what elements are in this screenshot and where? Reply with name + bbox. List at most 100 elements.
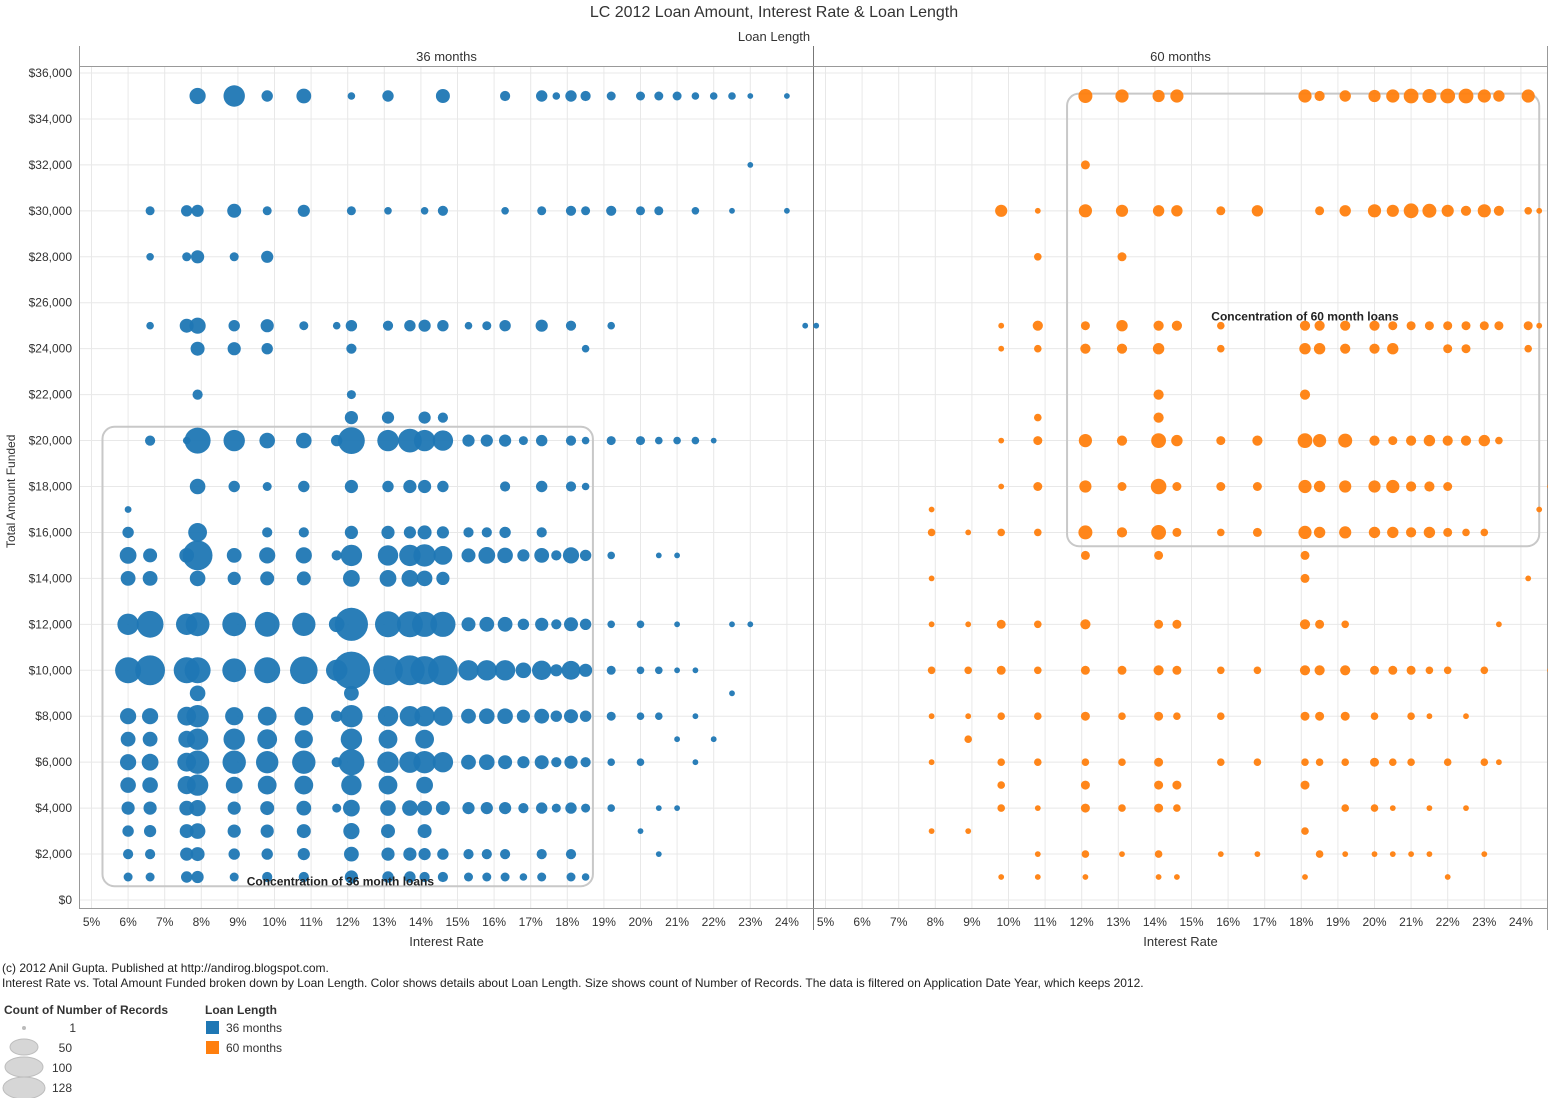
data-point-36 <box>480 434 493 447</box>
data-point-36 <box>500 872 510 882</box>
data-point-36 <box>536 434 548 447</box>
data-point-60 <box>1341 620 1349 629</box>
data-point-36 <box>229 252 239 262</box>
data-point-36 <box>261 343 273 355</box>
data-point-60 <box>1253 758 1262 766</box>
data-point-36 <box>435 89 450 103</box>
data-point-60 <box>1172 527 1182 537</box>
data-point-36 <box>143 801 157 815</box>
data-point-60 <box>997 804 1005 812</box>
data-point-36 <box>499 434 512 447</box>
data-point-60 <box>1300 550 1310 560</box>
data-point-36 <box>498 755 513 770</box>
data-point-60 <box>1442 435 1453 446</box>
data-point-36 <box>188 523 208 542</box>
data-point-60 <box>1315 619 1325 629</box>
data-point-36 <box>581 206 591 216</box>
data-point-60 <box>996 619 1006 629</box>
data-point-36 <box>691 436 700 445</box>
data-point-36 <box>437 205 448 216</box>
data-point-60 <box>1314 90 1325 102</box>
x-tick-label: 21% <box>1399 915 1423 929</box>
data-point-36 <box>141 753 159 771</box>
data-point-36 <box>479 616 495 632</box>
x-tick-label: 20% <box>628 915 652 929</box>
data-point-60 <box>1116 343 1128 354</box>
data-point-36 <box>257 706 277 726</box>
size-legend-label-1: 1 <box>69 1021 76 1035</box>
size-legend-title: Count of Number of Records <box>4 1003 168 1017</box>
size-legend-label-128: 128 <box>52 1081 73 1095</box>
data-point-36 <box>464 872 473 882</box>
data-point-36 <box>461 617 476 632</box>
data-point-60 <box>1440 88 1456 104</box>
data-point-36 <box>813 322 820 329</box>
data-point-60 <box>1493 205 1504 216</box>
data-point-36 <box>674 805 680 811</box>
data-point-36 <box>636 666 645 675</box>
annotation-box-36 <box>101 425 594 888</box>
data-point-36 <box>262 206 272 216</box>
data-point-60 <box>1034 252 1042 261</box>
data-point-36 <box>501 207 509 215</box>
data-point-60 <box>1117 252 1127 262</box>
data-point-36 <box>655 851 662 857</box>
y-tick-label: $30,000 <box>29 204 73 218</box>
data-point-36 <box>142 731 158 747</box>
data-point-36 <box>581 482 590 491</box>
data-point-36 <box>402 800 418 816</box>
data-point-60 <box>1080 780 1090 790</box>
data-point-60 <box>1153 320 1164 331</box>
data-point-36 <box>536 802 548 814</box>
data-point-60 <box>1155 874 1162 880</box>
annotation-text-36: Concentration of 36 month loans <box>247 875 435 889</box>
data-point-36 <box>691 92 700 100</box>
data-point-36 <box>378 775 398 795</box>
data-point-36 <box>122 825 134 837</box>
data-point-60 <box>1154 619 1164 629</box>
data-point-60 <box>1339 90 1351 102</box>
data-point-60 <box>998 874 1005 880</box>
data-point-36 <box>190 847 205 862</box>
data-point-36 <box>551 550 562 561</box>
x-tick-label: 12% <box>336 915 360 929</box>
data-point-60 <box>1339 205 1351 217</box>
data-point-36 <box>332 321 341 330</box>
data-point-36 <box>260 801 275 816</box>
data-point-60 <box>1313 526 1326 539</box>
x-tick-label: 13% <box>372 915 396 929</box>
data-point-36 <box>122 526 134 539</box>
data-point-36 <box>189 570 206 587</box>
data-point-60 <box>1313 343 1326 355</box>
data-point-60 <box>1477 204 1491 218</box>
size-legend-label-50: 50 <box>58 1041 72 1055</box>
panel-header-60: 60 months <box>1150 49 1211 64</box>
x-tick-label: 9% <box>229 915 247 929</box>
data-point-36 <box>537 206 547 216</box>
data-point-36 <box>227 571 241 586</box>
data-point-60 <box>996 665 1006 675</box>
data-point-60 <box>1536 506 1543 513</box>
x-axis-label-36: Interest Rate <box>409 934 484 949</box>
data-point-36 <box>222 750 246 774</box>
data-point-36 <box>343 570 360 587</box>
data-point-36 <box>179 824 194 839</box>
data-point-60 <box>1173 804 1181 812</box>
data-point-60 <box>1080 550 1090 560</box>
data-point-36 <box>135 655 166 686</box>
data-point-60 <box>1252 527 1262 537</box>
data-point-60 <box>1216 436 1226 446</box>
data-point-36 <box>437 412 448 423</box>
data-point-36 <box>419 871 430 883</box>
data-point-36 <box>179 318 194 333</box>
x-tick-label: 11% <box>1034 915 1057 929</box>
data-point-36 <box>344 685 359 701</box>
data-point-36 <box>461 548 476 563</box>
data-point-36 <box>517 549 530 562</box>
data-point-36 <box>747 621 754 628</box>
data-point-36 <box>299 321 309 331</box>
data-point-36 <box>463 849 474 860</box>
data-point-36 <box>381 525 395 540</box>
data-point-60 <box>1370 757 1379 767</box>
x-tick-label: 7% <box>156 915 174 929</box>
